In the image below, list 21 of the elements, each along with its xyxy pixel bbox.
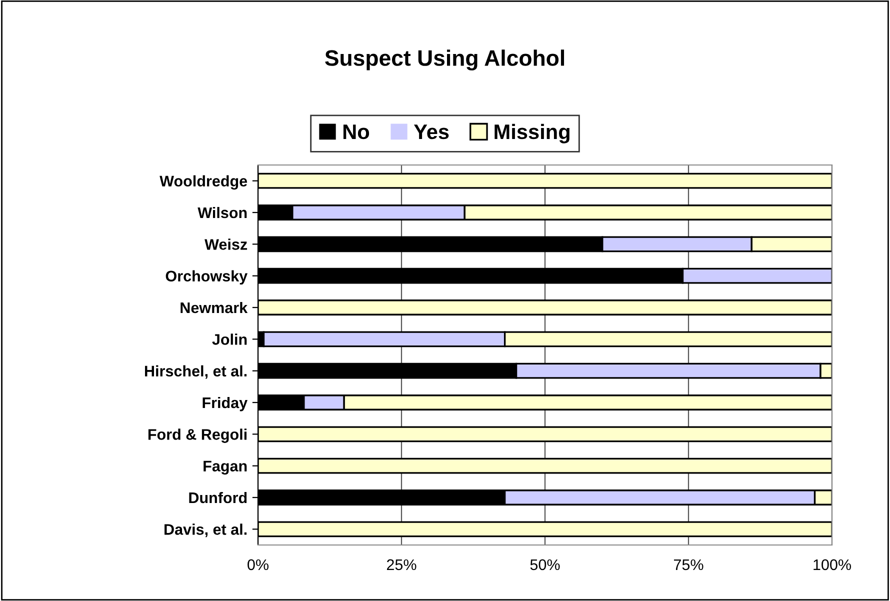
x-tick-label: 0%: [248, 559, 268, 570]
legend-label: No: [343, 124, 370, 140]
chart-title: Suspect Using Alcohol: [325, 50, 564, 70]
y-tick-label: Wilson: [198, 206, 247, 218]
y-tick-label: Orchowsky: [166, 270, 248, 285]
y-tick-label: Wooldredge: [160, 175, 248, 190]
y-tick-label: Newmark: [180, 302, 248, 314]
y-tick-label: Jolin: [212, 334, 247, 345]
x-tick-label: 25%: [386, 559, 416, 570]
y-tick-label: Dunford: [189, 492, 247, 504]
y-tick-label: Fagan: [204, 460, 247, 475]
legend-label: Missing: [494, 124, 570, 144]
x-tick-label: 100%: [814, 559, 851, 570]
y-tick-label: Hirschel, et al.: [145, 365, 247, 379]
legend-label: Yes: [414, 124, 449, 140]
y-tick-label: Ford & Regoli: [148, 428, 247, 443]
y-tick-label: Weisz: [204, 238, 248, 250]
x-tick-label: 50%: [530, 559, 560, 570]
x-tick-label: 75%: [674, 559, 704, 570]
y-tick-label: Davis, et al.: [164, 524, 247, 538]
y-tick-label: Friday: [202, 396, 248, 412]
